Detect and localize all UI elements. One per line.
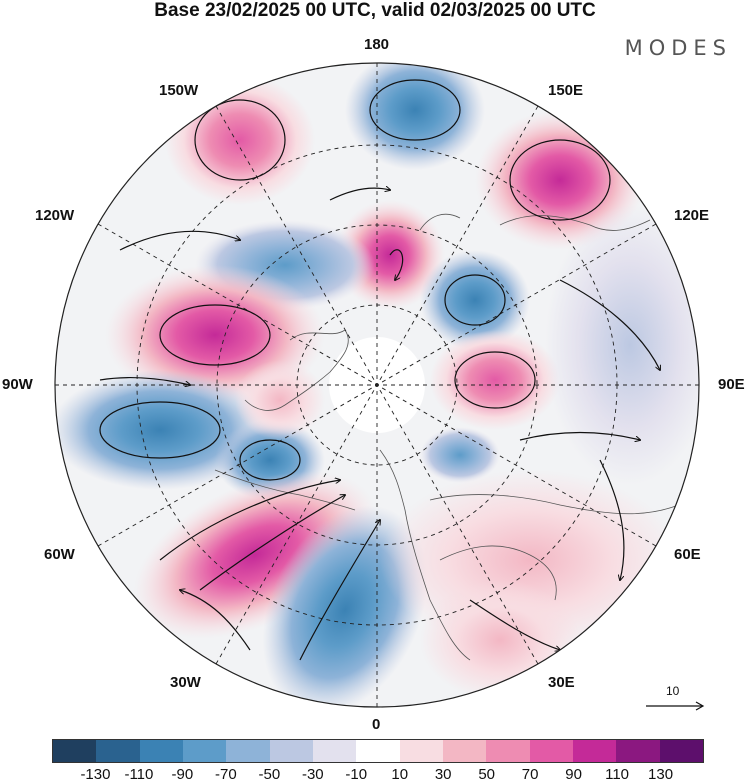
- colorbar-segment: [442, 740, 487, 762]
- anomaly-blob: [545, 205, 699, 485]
- anomaly-field: [55, 63, 699, 707]
- colorbar-segment: [486, 740, 530, 762]
- colorbar-segment: [356, 740, 400, 762]
- anomaly-blob: [345, 63, 485, 170]
- colorbar-tick-label: 30: [434, 766, 452, 783]
- colorbar-tick-label: -90: [171, 766, 194, 783]
- colorbar: [52, 739, 704, 763]
- anomaly-blob: [420, 250, 530, 350]
- lon-label-60e: 60E: [674, 546, 701, 563]
- map-boundary: [54, 62, 700, 708]
- graticule: [55, 63, 699, 707]
- map-title: Base 23/02/2025 00 UTC, valid 02/03/2025…: [154, 0, 596, 21]
- lon-label-0: 0: [372, 716, 381, 733]
- lon-label-150w: 150W: [159, 82, 199, 99]
- anomaly-blob: [420, 427, 500, 483]
- colorbar-tick-label: 50: [478, 766, 495, 783]
- colorbar-segment: [226, 740, 270, 762]
- colorbar-segment: [269, 740, 313, 762]
- lon-label-90e: 90E: [718, 376, 745, 393]
- colorbar-segment: [312, 740, 357, 762]
- lon-label-180: 180: [364, 36, 390, 53]
- lon-label-30e: 30E: [548, 674, 575, 691]
- lon-label-60w: 60W: [44, 546, 75, 563]
- anomaly-blob: [235, 360, 325, 440]
- colorbar-segment: [96, 740, 140, 762]
- colorbar-tick-label: 130: [648, 766, 674, 783]
- colorbar-segment: [659, 740, 703, 762]
- colorbar-segment: [572, 740, 617, 762]
- vector-reference: 10: [646, 684, 706, 714]
- vector-reference-arrow-icon: [646, 701, 705, 711]
- colorbar-ticks: -130 -110 -90 -70 -50 -30 -10 10 30 50 70 90 110 130: [0, 766, 750, 783]
- lon-label-30w: 30W: [170, 674, 201, 691]
- lon-label-90w: 90W: [2, 376, 33, 393]
- coastlines: [214, 213, 691, 661]
- vector-reference-label: 10: [666, 684, 680, 698]
- colorbar-segment: [139, 740, 183, 762]
- colorbar-tick-label: -30: [301, 766, 324, 783]
- colorbar-tick-label: -70: [215, 766, 237, 783]
- colorbar-tick-label: 10: [391, 766, 409, 783]
- colorbar-segment: [529, 740, 573, 762]
- colorbar-tick-label: -10: [345, 766, 368, 783]
- colorbar-tick-label: -130: [80, 766, 111, 783]
- lon-label-150e: 150E: [548, 82, 584, 99]
- lon-label-120e: 120E: [674, 207, 710, 224]
- colorbar-segment: [399, 740, 443, 762]
- streamlines: [99, 79, 660, 661]
- colorbar-tick-label: 70: [521, 766, 539, 783]
- colorbar-tick-label: 110: [605, 766, 630, 783]
- colorbar-tick-label: -50: [258, 766, 281, 783]
- colorbar-segment: [182, 740, 227, 762]
- colorbar-segment: [53, 740, 97, 762]
- colorbar-segment: [616, 740, 660, 762]
- colorbar-tick-label: 90: [565, 766, 582, 783]
- colorbar-tick-label: -110: [124, 766, 154, 783]
- lon-label-120w: 120W: [35, 207, 75, 224]
- anomaly-blob: [430, 330, 560, 430]
- brand-logo: MODES: [624, 36, 732, 60]
